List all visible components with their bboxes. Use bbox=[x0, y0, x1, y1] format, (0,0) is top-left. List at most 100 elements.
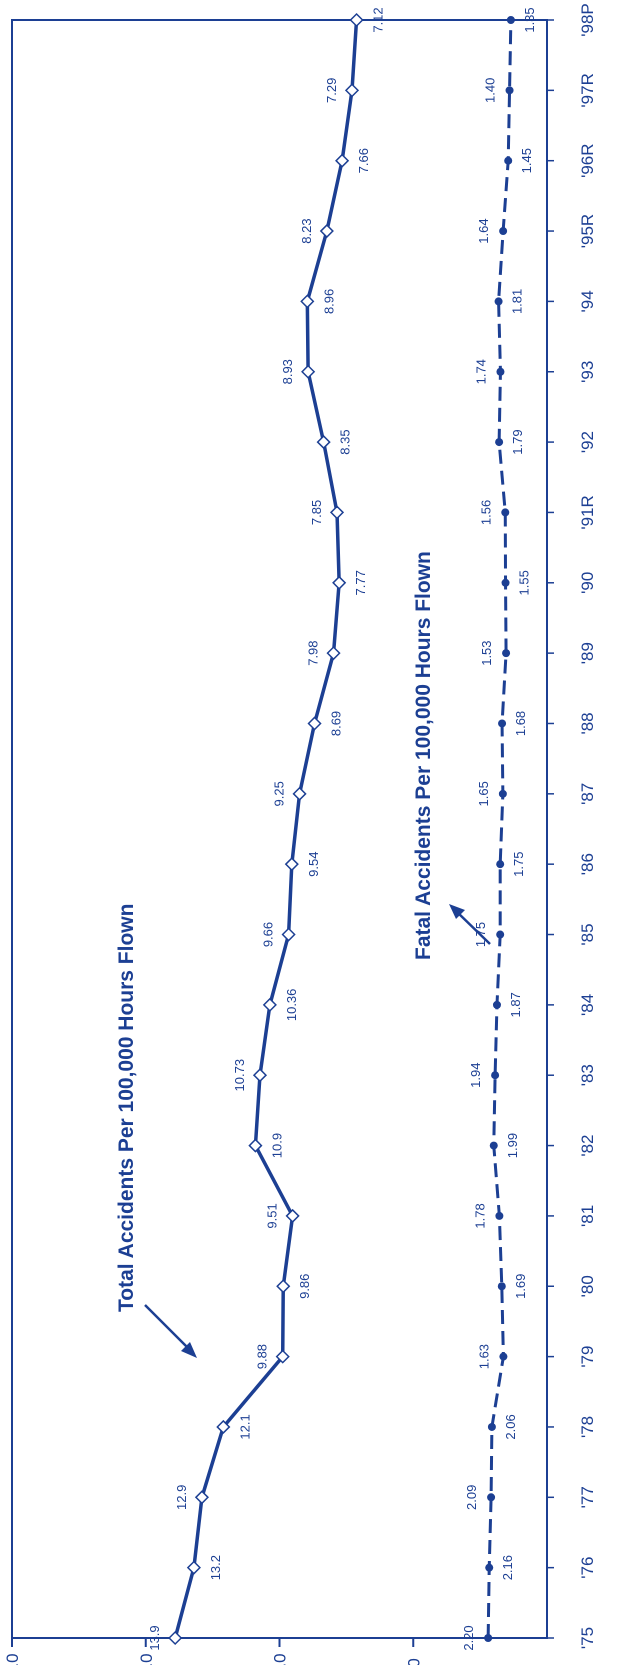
year-tick-label: '89 bbox=[578, 642, 597, 664]
year-tick-label: '80 bbox=[578, 1275, 597, 1297]
total-data-label: 9.66 bbox=[261, 922, 276, 947]
total-data-label: 9.25 bbox=[272, 781, 287, 806]
fatal-data-label: 1.87 bbox=[508, 992, 523, 1017]
fatal-data-label: 1.75 bbox=[511, 852, 526, 877]
total-point-marker bbox=[300, 294, 315, 309]
fatal-data-label: 1.99 bbox=[505, 1133, 520, 1158]
fatal-point-marker bbox=[501, 578, 510, 587]
year-tick-label: '95R bbox=[578, 214, 597, 248]
series-layer: 13.9 13.2 12.9 12.1 9.88 9.86 9.51 10.9 10.73 10.… bbox=[147, 7, 537, 1650]
fatal-data-label: 1.45 bbox=[519, 148, 534, 173]
total-pointer-arrow bbox=[144, 1304, 197, 1358]
value-tick-label: 20.0 bbox=[3, 1653, 22, 1665]
total-data-label: 12.1 bbox=[237, 1414, 252, 1439]
fatal-point-marker bbox=[504, 156, 513, 165]
total-point-marker bbox=[186, 1560, 201, 1575]
fatal-data-label: 1.35 bbox=[522, 7, 537, 32]
year-tick-label: '83 bbox=[578, 1064, 597, 1086]
year-tick-label: '92 bbox=[578, 431, 597, 453]
year-tick-label: '76 bbox=[578, 1557, 597, 1579]
total-data-label: 13.9 bbox=[147, 1625, 162, 1650]
fatal-point-marker bbox=[495, 438, 504, 447]
total-data-label: 9.88 bbox=[255, 1344, 270, 1369]
fatal-series-line bbox=[486, 19, 513, 1639]
total-point-marker bbox=[335, 153, 350, 168]
total-point-marker bbox=[319, 223, 334, 239]
fatal-data-label: 1.78 bbox=[472, 1203, 487, 1228]
year-tick-label: '85 bbox=[578, 923, 597, 945]
total-point-marker bbox=[275, 1349, 290, 1364]
fatal-point-marker bbox=[497, 1282, 506, 1291]
year-tick-label: '79 bbox=[578, 1346, 597, 1368]
plot-frame bbox=[11, 19, 548, 1639]
fatal-data-label: 1.81 bbox=[510, 289, 525, 314]
fatal-data-label: 1.69 bbox=[513, 1274, 528, 1299]
fatal-point-marker bbox=[495, 1211, 504, 1220]
total-point-marker bbox=[216, 1419, 231, 1435]
value-tick-label: 15.0 bbox=[137, 1653, 156, 1665]
year-tick-label: '98P bbox=[578, 3, 597, 37]
total-point-marker bbox=[248, 1138, 263, 1153]
fatal-data-label: 1.55 bbox=[517, 570, 532, 595]
total-series-title: Total Accidents Per 100,000 Hours Flown bbox=[115, 904, 138, 1312]
total-point-marker bbox=[292, 786, 307, 801]
fatal-data-label: 1.79 bbox=[510, 429, 525, 454]
fatal-point-marker bbox=[499, 227, 508, 236]
fatal-series-title: Fatal Accidents Per 100,000 Hours Flown bbox=[412, 551, 435, 960]
total-point-marker bbox=[329, 505, 345, 520]
fatal-point-marker bbox=[494, 297, 503, 306]
fatal-pointer-arrow bbox=[449, 904, 491, 945]
total-data-label: 9.86 bbox=[297, 1274, 312, 1299]
fatal-data-label: 1.74 bbox=[473, 359, 488, 384]
total-data-label: 7.66 bbox=[356, 148, 371, 173]
fatal-point-marker bbox=[487, 1493, 496, 1502]
total-point-marker bbox=[168, 1630, 183, 1646]
total-data-label: 10.73 bbox=[232, 1059, 247, 1092]
year-axis: '75 '76 '77 '78 '79 '80 '81 '82 '83 '84 '85 '86 '87 '… bbox=[547, 3, 597, 1649]
total-data-label: 8.35 bbox=[338, 429, 353, 454]
plot-border bbox=[11, 19, 548, 1639]
year-tick-label: '86 bbox=[578, 853, 597, 875]
fatal-point-marker bbox=[498, 789, 507, 798]
year-tick-label: '84 bbox=[578, 994, 597, 1016]
year-tick-label: '77 bbox=[578, 1486, 597, 1508]
total-data-label: 8.96 bbox=[321, 289, 336, 314]
year-tick-label: '81 bbox=[578, 1205, 597, 1227]
total-point-marker bbox=[284, 857, 299, 872]
total-data-label: 9.54 bbox=[306, 852, 321, 877]
fatal-data-label: 1.63 bbox=[476, 1344, 491, 1369]
year-tick-label: '93 bbox=[578, 361, 597, 383]
total-point-marker bbox=[332, 575, 347, 590]
fatal-data-label: 1.68 bbox=[513, 711, 528, 736]
year-tick-label: '94 bbox=[578, 290, 597, 312]
fatal-point-marker bbox=[489, 1141, 498, 1150]
fatal-point-marker bbox=[505, 86, 514, 95]
total-data-label: 8.23 bbox=[299, 218, 314, 243]
fatal-point-marker bbox=[484, 1634, 493, 1642]
fatal-point-marker bbox=[496, 930, 505, 939]
total-data-label: 10.36 bbox=[284, 989, 299, 1022]
year-tick-label: '88 bbox=[578, 712, 597, 734]
fatal-point-marker bbox=[496, 367, 505, 376]
fatal-data-label: 1.94 bbox=[468, 1063, 483, 1088]
total-data-label: 7.29 bbox=[324, 78, 339, 103]
fatal-data-label: 1.40 bbox=[483, 78, 498, 103]
total-data-label: 7.12 bbox=[371, 7, 386, 32]
total-series-line bbox=[173, 19, 359, 1639]
fatal-point-marker bbox=[501, 508, 510, 517]
total-data-label: 12.9 bbox=[174, 1485, 189, 1510]
fatal-point-marker bbox=[496, 860, 505, 869]
fatal-point-marker bbox=[487, 1422, 496, 1431]
total-data-label: 7.98 bbox=[306, 640, 321, 665]
year-tick-label: '91R bbox=[578, 495, 597, 529]
total-point-marker bbox=[349, 12, 364, 28]
fatal-data-label: 1.65 bbox=[476, 781, 491, 806]
fatal-point-marker bbox=[498, 719, 507, 728]
year-tick-label: '75 bbox=[578, 1627, 597, 1649]
total-point-marker bbox=[307, 716, 322, 731]
total-data-label: 10.9 bbox=[269, 1133, 284, 1158]
fatal-data-label: 1.64 bbox=[476, 218, 491, 243]
fatal-point-marker bbox=[485, 1563, 494, 1572]
value-axis: 20.0 15.0 10.0 5.0 bbox=[3, 1638, 423, 1665]
